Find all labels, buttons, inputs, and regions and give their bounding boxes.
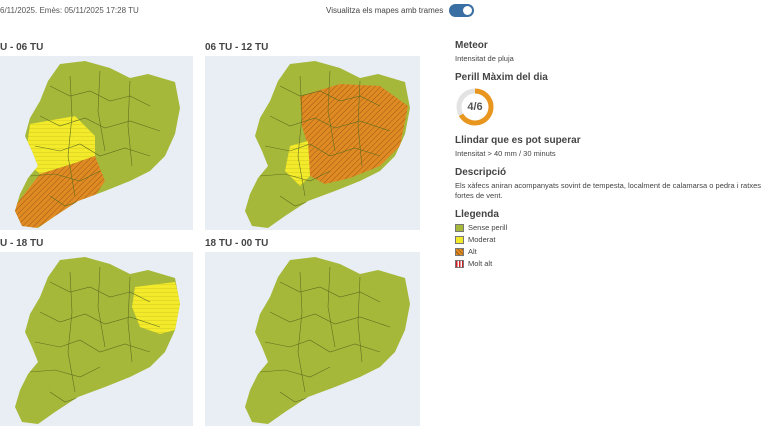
gauge-fill (456, 88, 494, 126)
meteor-title: Meteor (455, 40, 488, 51)
catalonia-map-3 (15, 257, 180, 424)
threshold-title: Llindar que es pot superar (455, 135, 581, 146)
pattern-toggle-group: Visualitza els mapes amb trames (326, 4, 475, 17)
legend-section: Llegenda Sense perill Moderat Alt Molt a… (455, 209, 768, 268)
map-title-1: U - 06 TU (0, 42, 44, 53)
map-panel-4[interactable] (205, 252, 420, 426)
legend-label: Alt (468, 247, 477, 256)
legend-item-high: Alt (455, 247, 768, 256)
map-panel-1[interactable] (0, 56, 193, 230)
info-panel: Meteor Intensitat de pluja Perill Màxim … (455, 40, 768, 276)
map-title-4: 18 TU - 00 TU (205, 238, 269, 249)
catalonia-map-4 (245, 257, 410, 424)
danger-title: Perill Màxim del dia (455, 72, 548, 83)
description-title: Descripció (455, 167, 507, 178)
description-text: Els xàfecs aniran acompanyats sovint de … (455, 181, 761, 200)
toggle-knob (463, 6, 473, 15)
threshold-section: Llindar que es pot superar Intensitat > … (455, 135, 768, 159)
legend-swatch-green (455, 223, 464, 232)
legend-swatch-yellow (455, 235, 464, 244)
map-title-3: U - 18 TU (0, 238, 44, 249)
pattern-toggle-label: Visualitza els mapes amb trames (326, 6, 444, 15)
legend-title: Llegenda (455, 209, 499, 220)
issued-timestamp: 6/11/2025. Emès: 05/11/2025 17:28 TU (0, 6, 139, 15)
danger-level-text: 4/6 (467, 101, 483, 113)
danger-section: Perill Màxim del dia 4/6 (455, 72, 768, 127)
legend-swatch-red (455, 259, 464, 268)
legend-label: Sense perill (468, 223, 508, 232)
danger-gauge: 4/6 (455, 87, 495, 127)
meteor-value: Intensitat de pluja (455, 54, 514, 63)
catalonia-map-2 (245, 61, 410, 228)
top-bar: 6/11/2025. Emès: 05/11/2025 17:28 TU Vis… (0, 0, 768, 26)
legend-item-no-danger: Sense perill (455, 223, 768, 232)
pattern-toggle-switch[interactable] (449, 4, 475, 17)
description-section: Descripció Els xàfecs aniran acompanyats… (455, 167, 768, 201)
legend-item-moderate: Moderat (455, 235, 768, 244)
legend-label: Molt alt (468, 259, 493, 268)
meteor-section: Meteor Intensitat de pluja (455, 40, 768, 64)
map-panel-2[interactable] (205, 56, 420, 230)
legend-label: Moderat (468, 235, 496, 244)
map-panel-3[interactable] (0, 252, 193, 426)
legend-item-very-high: Molt alt (455, 259, 768, 268)
catalonia-map-1 (15, 61, 180, 228)
threshold-value: Intensitat > 40 mm / 30 minuts (455, 149, 556, 158)
map-title-2: 06 TU - 12 TU (205, 42, 269, 53)
legend-swatch-orange (455, 247, 464, 256)
